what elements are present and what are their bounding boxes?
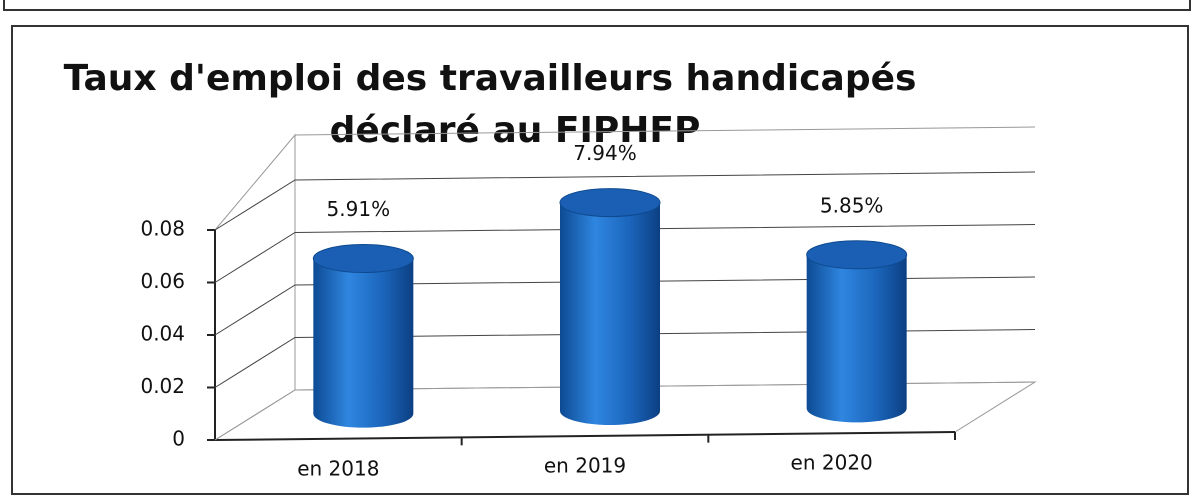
value-label: 5.85% <box>820 193 884 217</box>
grid-line <box>214 276 1036 336</box>
grid-line <box>214 224 1036 283</box>
grid-line <box>214 381 1036 441</box>
y-tick-label: 0.06 <box>140 269 185 293</box>
chart-subtitle: déclaré au FIPHFP <box>330 110 701 151</box>
grid-line <box>214 329 1036 388</box>
grid-line <box>214 171 1036 231</box>
cylinder-top <box>806 240 908 270</box>
y-tick-label: 0.02 <box>140 374 185 398</box>
x-tick-label: en 2020 <box>791 451 873 475</box>
y-tick-label: 0.08 <box>140 217 185 241</box>
cylinder <box>560 202 660 425</box>
y-tick-label: 0.04 <box>140 322 185 346</box>
cylinder <box>806 254 907 423</box>
cylinder-top <box>312 244 414 274</box>
chart-title: Taux d'emploi des travailleurs handicapé… <box>64 58 917 99</box>
cylinder-top <box>559 188 661 218</box>
x-tick-label: en 2019 <box>544 454 626 478</box>
cylinder <box>313 258 414 428</box>
value-label: 7.94% <box>573 141 637 165</box>
value-label: 5.91% <box>327 197 391 221</box>
chart-frame <box>11 25 1189 495</box>
back-wall-top <box>294 126 1036 136</box>
y-tick-label: 0 <box>172 427 185 451</box>
top-frame <box>3 0 1191 11</box>
x-tick-label: en 2018 <box>297 457 379 481</box>
x-axis <box>214 431 956 441</box>
